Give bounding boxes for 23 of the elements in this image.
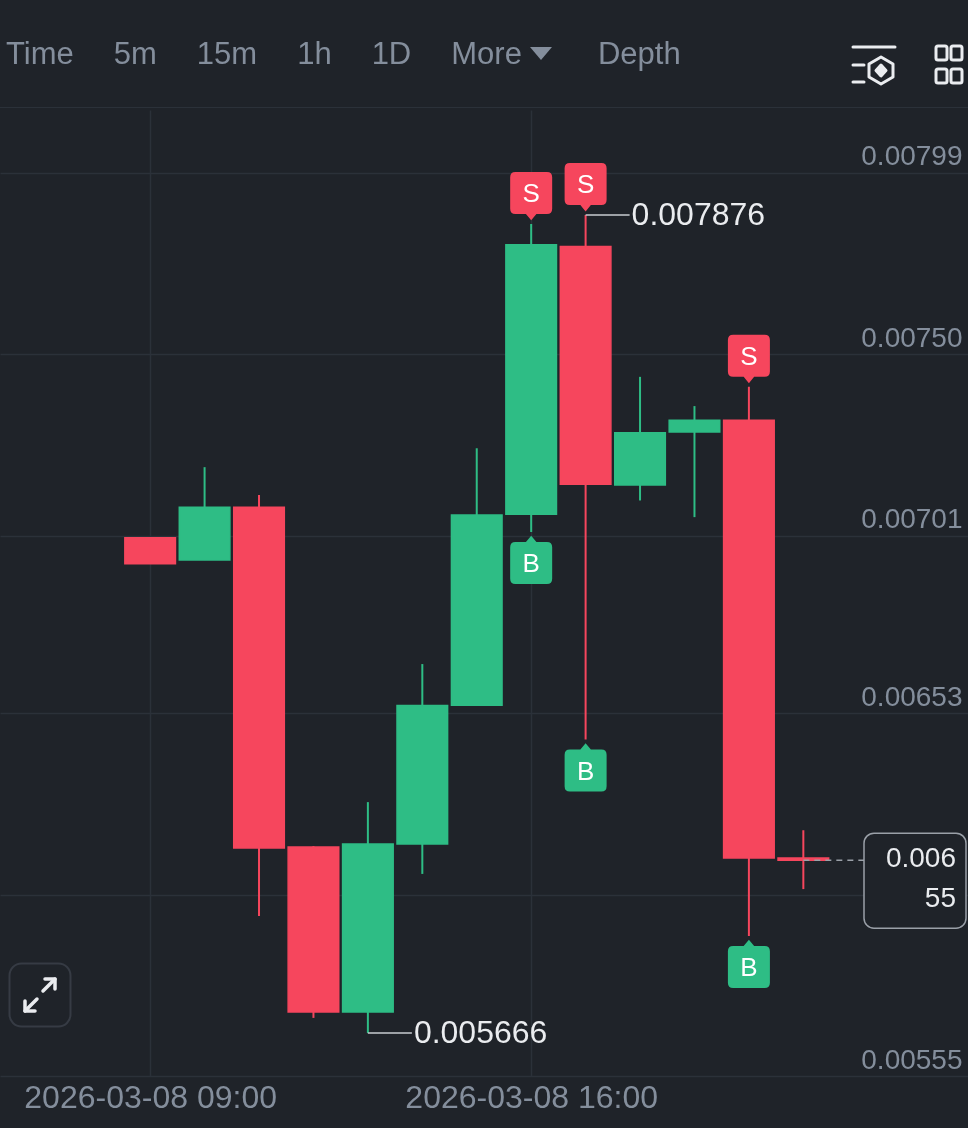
ref-line-label: 0.006 55 — [885, 842, 956, 914]
annotation: B — [522, 547, 540, 578]
annotation: S — [740, 340, 758, 371]
text: Depth — [597, 36, 681, 71]
annotation: S — [522, 178, 540, 208]
y-tick-label: 0.00555 — [861, 1043, 963, 1075]
text: 15m — [196, 36, 258, 71]
y-tick-label: 0.00750 — [861, 321, 963, 353]
x-tick-label: 2026-03-08 09:00 — [24, 1078, 277, 1115]
text: 1D — [371, 36, 412, 71]
annotation: B — [576, 755, 595, 786]
text: More — [451, 36, 522, 71]
y-tick-label: 0.00799 — [861, 140, 963, 172]
annotation: S — [576, 169, 595, 200]
annotation: 0.005666 — [413, 1014, 548, 1051]
x-tick-label: 2026-03-08 16:00 — [405, 1078, 658, 1115]
annotation: 0.007876 — [631, 196, 766, 233]
y-tick-label: 0.00701 — [861, 503, 963, 535]
annotation: B — [740, 952, 758, 983]
text: 5m — [113, 36, 157, 71]
text: Time — [6, 36, 74, 71]
text: 1h — [297, 36, 332, 71]
y-tick-label: 0.00653 — [861, 680, 963, 712]
